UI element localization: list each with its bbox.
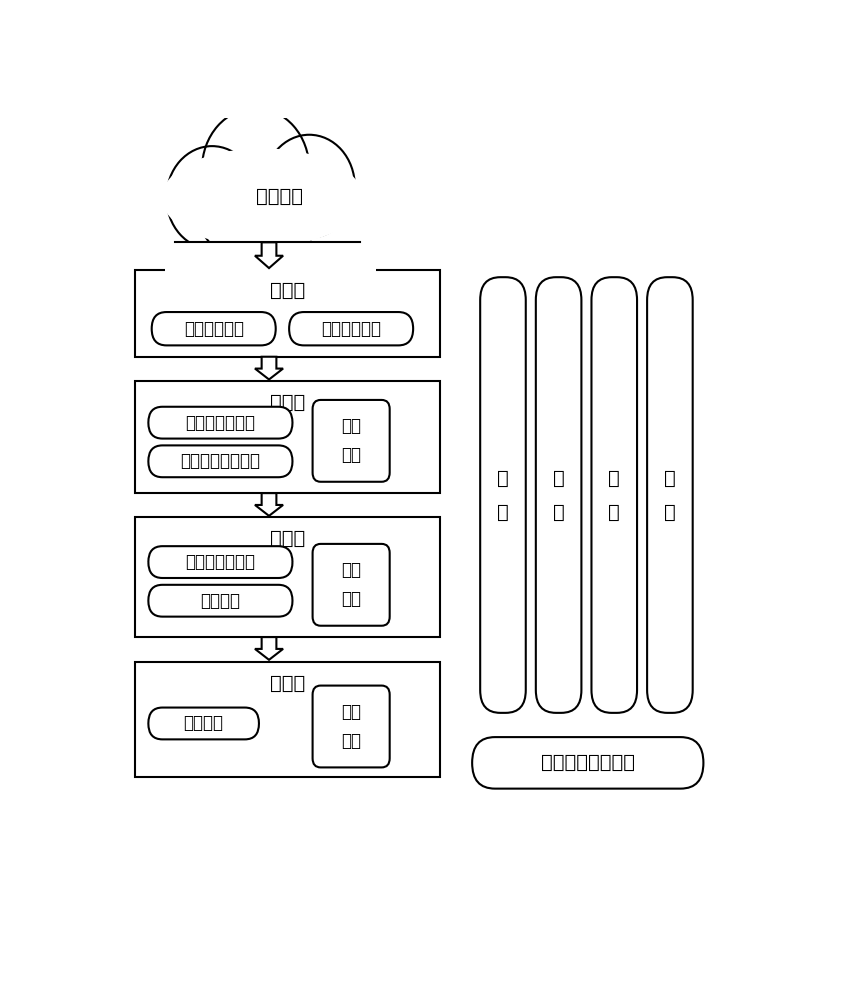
Polygon shape [255,242,283,268]
Bar [135,381,440,493]
FancyBboxPatch shape [312,686,389,768]
FancyBboxPatch shape [535,277,581,712]
Text: 计
算: 计 算 [553,468,565,522]
Text: 数据域: 数据域 [270,393,305,411]
Ellipse shape [249,167,323,251]
FancyBboxPatch shape [149,406,292,439]
Text: 应用域: 应用域 [270,281,305,300]
Text: 网络域: 网络域 [270,529,305,548]
Ellipse shape [199,171,272,255]
FancyBboxPatch shape [149,707,259,739]
Text: 存
储: 存 储 [608,468,620,522]
Polygon shape [255,357,283,380]
FancyBboxPatch shape [151,312,276,345]
Text: 操作系统: 操作系统 [183,714,224,732]
Bar [135,270,440,357]
Text: 实时连接: 实时连接 [201,591,240,610]
FancyBboxPatch shape [312,400,389,482]
Bar [165,242,376,279]
Text: 数据分析与呈现: 数据分析与呈现 [185,413,255,432]
Text: 数据聚合与互操作: 数据聚合与互操作 [181,453,260,470]
Text: 边缘行业应用: 边缘行业应用 [183,320,244,338]
Polygon shape [255,637,283,660]
Polygon shape [255,493,283,516]
FancyBboxPatch shape [149,546,292,578]
FancyBboxPatch shape [480,277,526,712]
Text: 设备
安全: 设备 安全 [341,703,361,750]
Bar [135,518,440,637]
Text: 应
用: 应 用 [664,468,676,522]
FancyBboxPatch shape [149,446,292,477]
FancyBboxPatch shape [312,544,389,626]
Text: 编译计算开放平台: 编译计算开放平台 [541,754,635,772]
FancyBboxPatch shape [592,277,637,712]
FancyBboxPatch shape [647,277,693,712]
Ellipse shape [264,135,355,238]
Ellipse shape [202,108,310,229]
Ellipse shape [162,149,363,247]
FancyBboxPatch shape [289,312,413,345]
Text: 网络
安全: 网络 安全 [341,561,361,608]
Text: 网
络: 网 络 [497,468,509,522]
FancyBboxPatch shape [149,584,292,617]
Text: 海量连接与运维: 海量连接与运维 [185,553,255,571]
Bar [135,662,440,777]
Text: 云端应用: 云端应用 [255,187,303,206]
Text: 边缘业务运营: 边缘业务运营 [321,320,381,338]
Ellipse shape [166,146,258,249]
Text: 数据
安全: 数据 安全 [341,417,361,464]
FancyBboxPatch shape [472,737,703,788]
Text: 设备域: 设备域 [270,674,305,693]
